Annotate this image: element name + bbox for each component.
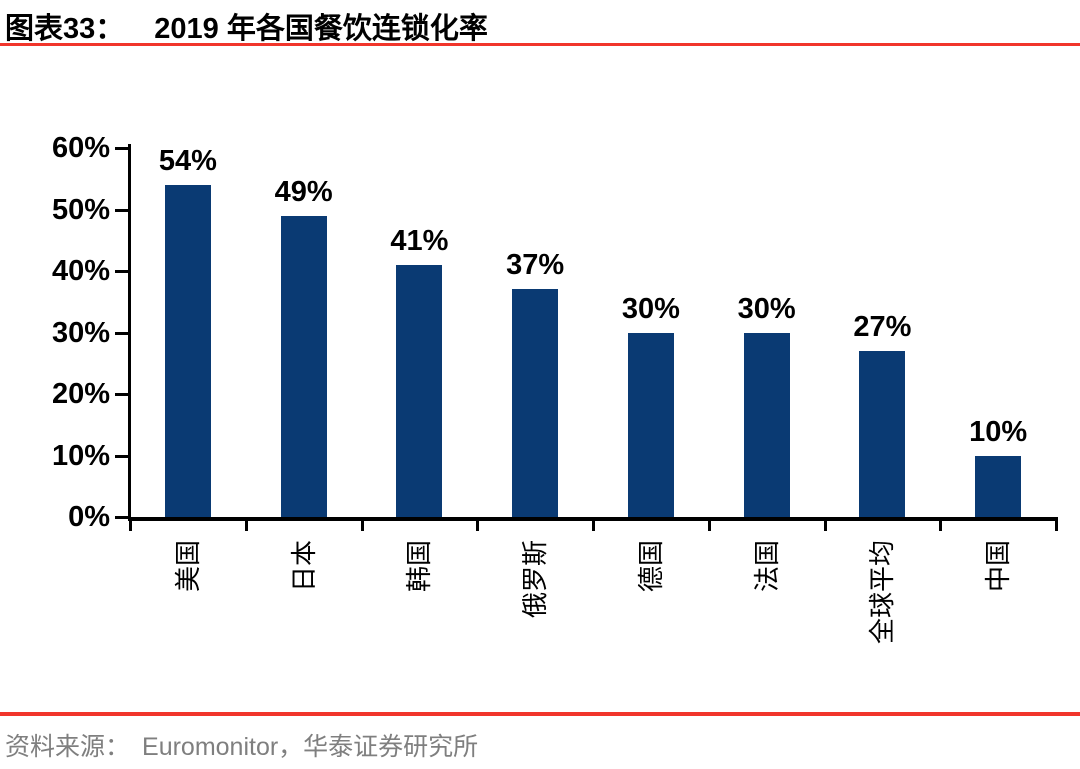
x-axis-tick [939, 519, 943, 531]
y-axis-tick-label: 0% [68, 501, 110, 533]
figure-header: 图表33： 2019 年各国餐饮连锁化率 [5, 5, 488, 47]
y-axis-tick [115, 393, 128, 396]
x-axis-label: 中国 [983, 539, 1014, 593]
x-axis-label-cell: 日本 [246, 540, 362, 720]
y-axis-tick [115, 208, 128, 212]
title-underline-rule [0, 43, 1080, 46]
figure-footer: 资料来源： Euromonitor，华泰证券研究所 [5, 727, 478, 763]
y-axis-tick-label: 60% [51, 132, 110, 164]
x-axis-label-cell: 德国 [593, 540, 709, 720]
y-axis-tick [115, 147, 128, 150]
bar [512, 289, 559, 517]
x-axis-tick [244, 519, 248, 531]
bar-value-label: 37% [506, 249, 565, 282]
x-axis-label: 美国 [172, 539, 203, 593]
x-axis-label-cell: 韩国 [362, 540, 478, 720]
bar-value-label: 30% [621, 292, 680, 325]
bar-value-label: 54% [158, 144, 217, 177]
x-axis-label-cell: 中国 [940, 540, 1056, 720]
source-label: 资料来源： [5, 733, 131, 761]
bar-value-label: 30% [737, 292, 796, 325]
x-axis-label: 日本 [288, 539, 319, 593]
source-text: Euromonitor，华泰证券研究所 [142, 733, 479, 761]
x-axis-label: 韩国 [404, 539, 435, 593]
y-axis-tick-label: 50% [51, 193, 110, 226]
y-axis-tick [115, 516, 128, 519]
x-axis-label-cell: 法国 [709, 540, 825, 720]
y-axis-tick-label: 40% [51, 255, 110, 287]
bar-value-label: 41% [390, 224, 449, 257]
bar-value-label: 49% [274, 175, 333, 208]
bar-value-label: 27% [853, 310, 912, 343]
y-axis-tick-label: 30% [51, 316, 110, 349]
x-axis-tick [129, 519, 132, 531]
y-axis-tick-label: 20% [51, 378, 110, 410]
x-axis-label: 法国 [751, 539, 782, 593]
y-axis-tick [115, 454, 128, 458]
figure-title: 2019 年各国餐饮连锁化率 [154, 13, 488, 45]
x-axis-tick [823, 519, 827, 531]
y-axis-tick-label: 10% [51, 439, 110, 472]
bar [164, 184, 211, 517]
y-axis-line [128, 144, 131, 521]
x-axis-tick [592, 519, 595, 531]
footer-top-rule [0, 712, 1080, 716]
x-axis-tick [360, 519, 364, 531]
x-axis-tick [476, 519, 480, 531]
bar [743, 332, 790, 517]
x-axis-label: 俄罗斯 [520, 539, 551, 619]
bar-value-label: 10% [969, 415, 1028, 448]
x-axis-label: 全球平均 [867, 539, 898, 645]
x-axis-label: 德国 [635, 539, 666, 593]
x-axis-tick [1055, 519, 1058, 531]
x-axis-label-cell: 全球平均 [825, 540, 941, 720]
bar [859, 350, 906, 517]
bar [396, 264, 443, 517]
bar [627, 332, 674, 517]
y-axis-tick [115, 270, 128, 273]
x-axis-tick [707, 519, 711, 531]
x-axis-label-cell: 美国 [130, 540, 246, 720]
x-axis-label-cell: 俄罗斯 [477, 540, 593, 720]
bar [975, 455, 1022, 517]
y-axis-tick [115, 331, 128, 335]
figure-label: 图表33： [5, 13, 125, 45]
bar [280, 215, 327, 517]
